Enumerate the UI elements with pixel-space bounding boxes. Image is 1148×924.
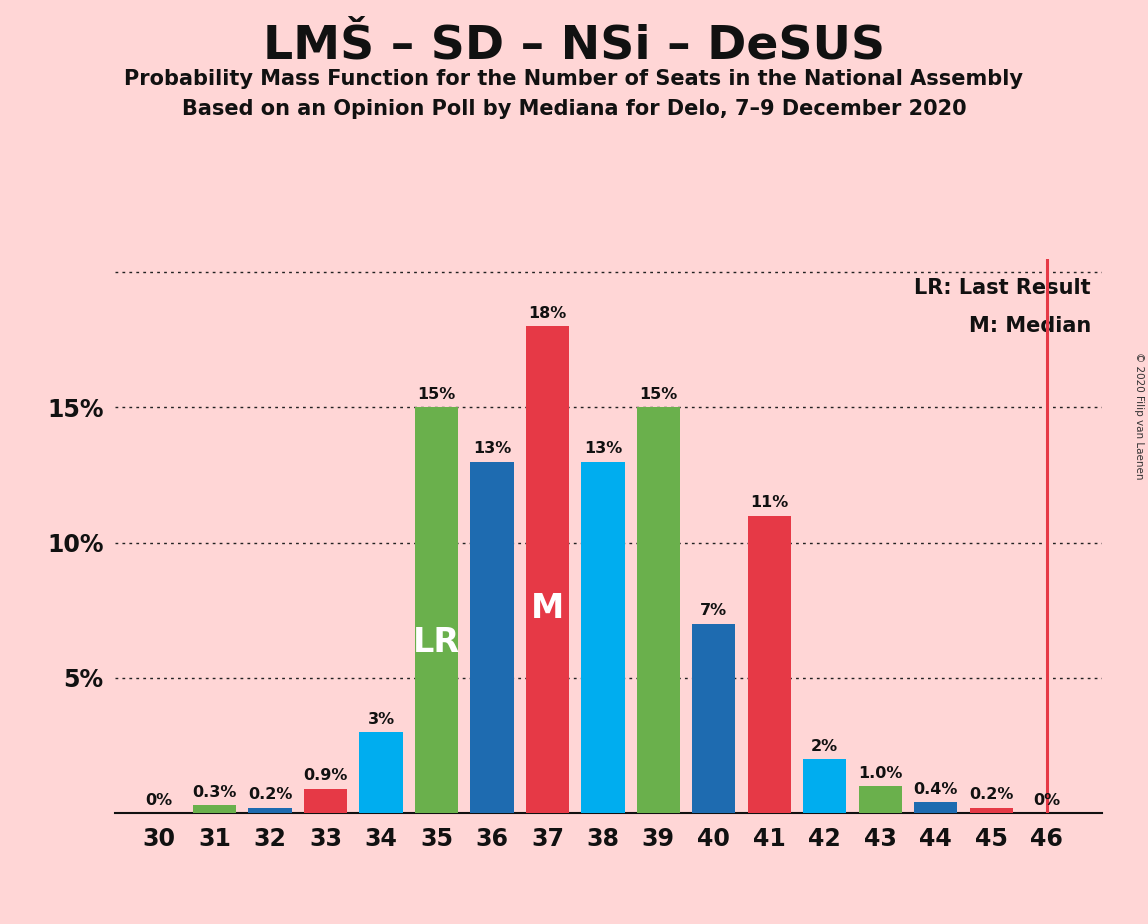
Text: M: Median: M: Median: [969, 315, 1091, 335]
Bar: [637, 407, 680, 813]
Bar: [526, 326, 569, 813]
Bar: [248, 808, 292, 813]
Text: 0.4%: 0.4%: [914, 782, 957, 796]
Text: M: M: [530, 592, 564, 626]
Text: 1.0%: 1.0%: [858, 766, 902, 781]
Text: 0.2%: 0.2%: [248, 787, 293, 802]
Text: 15%: 15%: [418, 387, 456, 402]
Bar: [859, 786, 902, 813]
Bar: [970, 808, 1013, 813]
Text: 18%: 18%: [528, 306, 567, 321]
Bar: [692, 624, 736, 813]
Text: 13%: 13%: [473, 441, 511, 456]
Bar: [414, 407, 458, 813]
Text: Probability Mass Function for the Number of Seats in the National Assembly: Probability Mass Function for the Number…: [124, 69, 1024, 90]
Bar: [471, 462, 513, 813]
Bar: [304, 789, 347, 813]
Text: Based on an Opinion Poll by Mediana for Delo, 7–9 December 2020: Based on an Opinion Poll by Mediana for …: [181, 99, 967, 119]
Bar: [581, 462, 625, 813]
Text: LMŠ – SD – NSi – DeSUS: LMŠ – SD – NSi – DeSUS: [263, 23, 885, 68]
Text: 0.2%: 0.2%: [969, 787, 1014, 802]
Text: 0%: 0%: [146, 793, 172, 808]
Bar: [914, 802, 957, 813]
Text: 2%: 2%: [812, 738, 838, 754]
Bar: [747, 516, 791, 813]
Text: LR: LR: [413, 626, 460, 659]
Text: 0.3%: 0.3%: [193, 784, 236, 799]
Text: 0.9%: 0.9%: [303, 769, 348, 784]
Text: 0%: 0%: [1033, 793, 1060, 808]
Text: 13%: 13%: [584, 441, 622, 456]
Bar: [193, 805, 236, 813]
Bar: [804, 759, 846, 813]
Text: LR: Last Result: LR: Last Result: [914, 277, 1091, 298]
Text: 3%: 3%: [367, 711, 395, 726]
Text: 7%: 7%: [700, 603, 728, 618]
Bar: [359, 732, 403, 813]
Text: © 2020 Filip van Laenen: © 2020 Filip van Laenen: [1134, 352, 1143, 480]
Text: 15%: 15%: [639, 387, 677, 402]
Text: 11%: 11%: [750, 495, 789, 510]
